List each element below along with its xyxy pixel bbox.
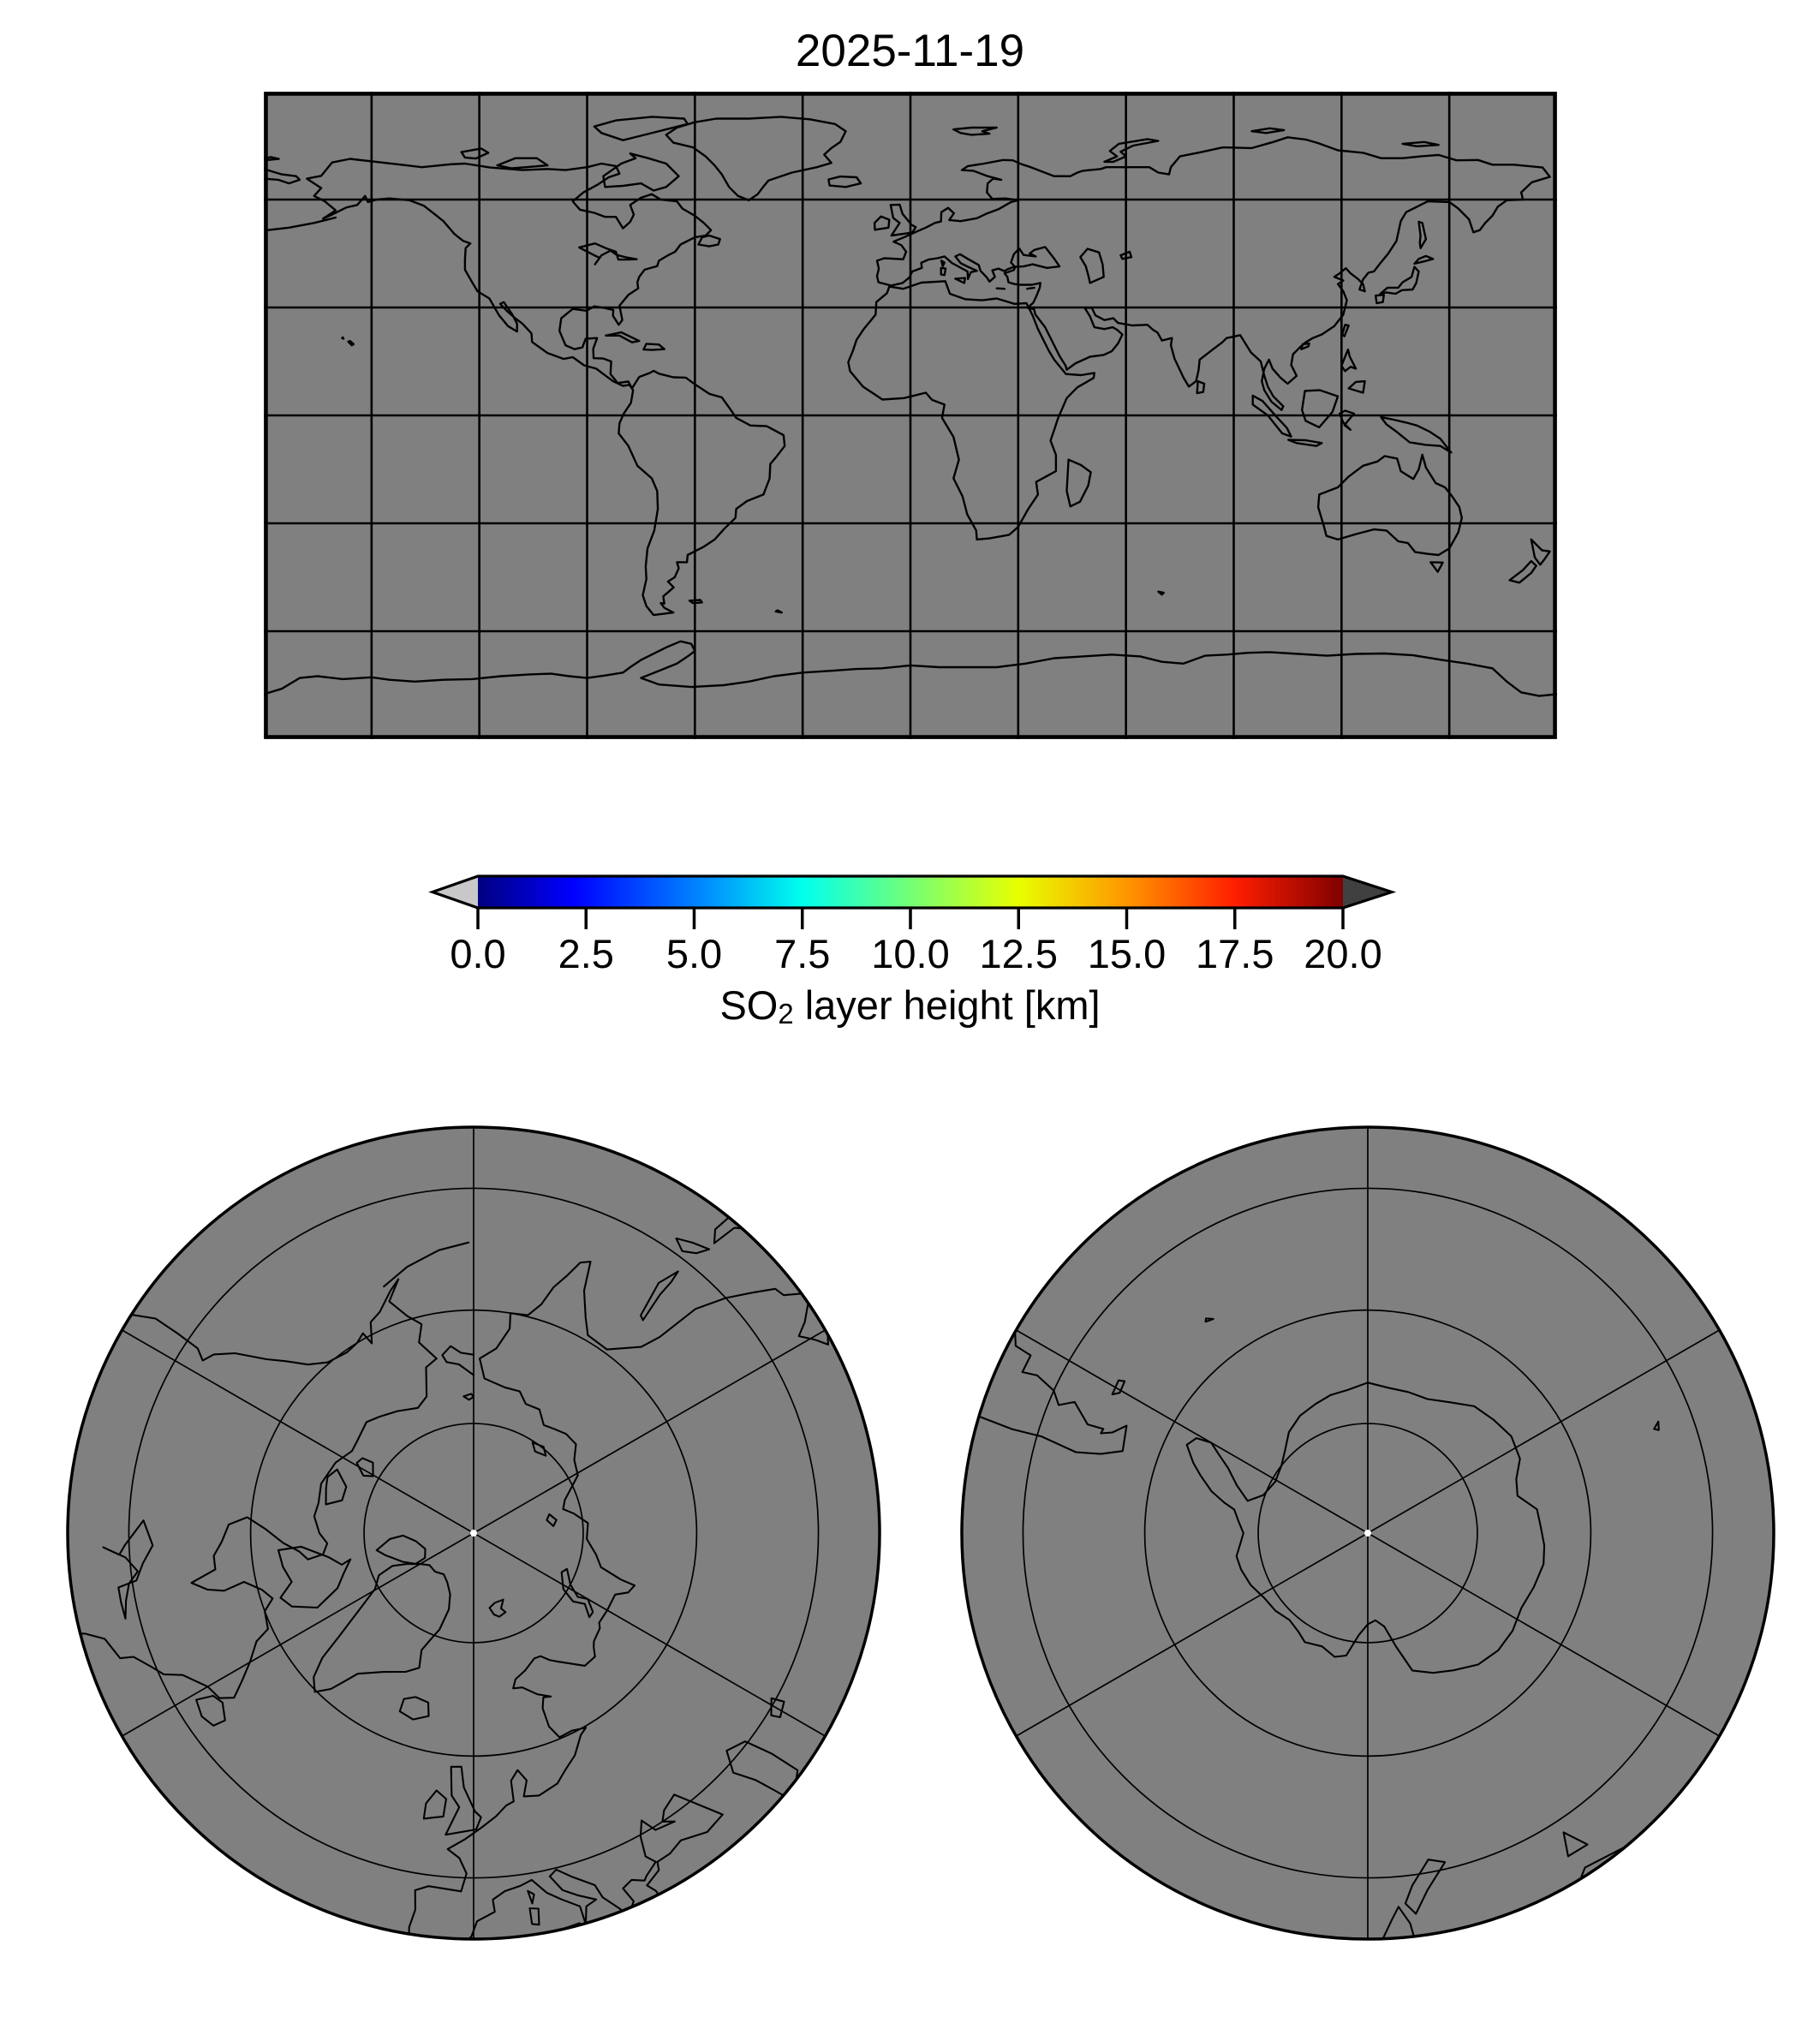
polar-map-border [960, 1125, 1775, 1941]
polar-map-border [66, 1125, 881, 1941]
colorbar-under-arrow [433, 876, 478, 908]
colorbar-tick-label: 0.0 [450, 931, 506, 976]
colorbar-tick-label: 17.5 [1196, 931, 1274, 976]
colorbar-ticks [476, 908, 1345, 929]
colorbar-over-arrow [1343, 876, 1392, 908]
colorbar-label: SO2 layer height [km] [0, 982, 1820, 1029]
colorbar-gradient [478, 876, 1343, 908]
colorbar-tick-label: 2.5 [558, 931, 614, 976]
map-border [264, 92, 1557, 739]
pole-point [1364, 1530, 1371, 1537]
colorbar-tick-label: 15.0 [1087, 931, 1167, 976]
colorbar-tick-label: 12.5 [979, 931, 1058, 976]
colorbar-tick-labels: 0.0 2.5 5.0 7.5 10.0 12.5 15.0 17.5 20.0 [0, 934, 1820, 976]
colorbar-tick-label: 5.0 [665, 931, 723, 976]
colorbar-tick-label: 20.0 [1304, 931, 1382, 976]
colorbar [428, 874, 1397, 929]
south-polar-map [960, 1125, 1775, 1941]
pole-point [470, 1530, 477, 1537]
colorbar-label-units: layer height [km] [793, 982, 1101, 1028]
colorbar-label-text: SO [719, 982, 779, 1028]
colorbar-tick-label: 7.5 [774, 931, 831, 976]
figure-title: 2025-11-19 [795, 26, 1025, 76]
colorbar-tick-label: 10.0 [871, 931, 950, 976]
north-polar-map [66, 1125, 881, 1941]
world-map [264, 92, 1557, 739]
graticule [264, 92, 1557, 739]
colorbar-label-subscript: 2 [778, 998, 794, 1030]
